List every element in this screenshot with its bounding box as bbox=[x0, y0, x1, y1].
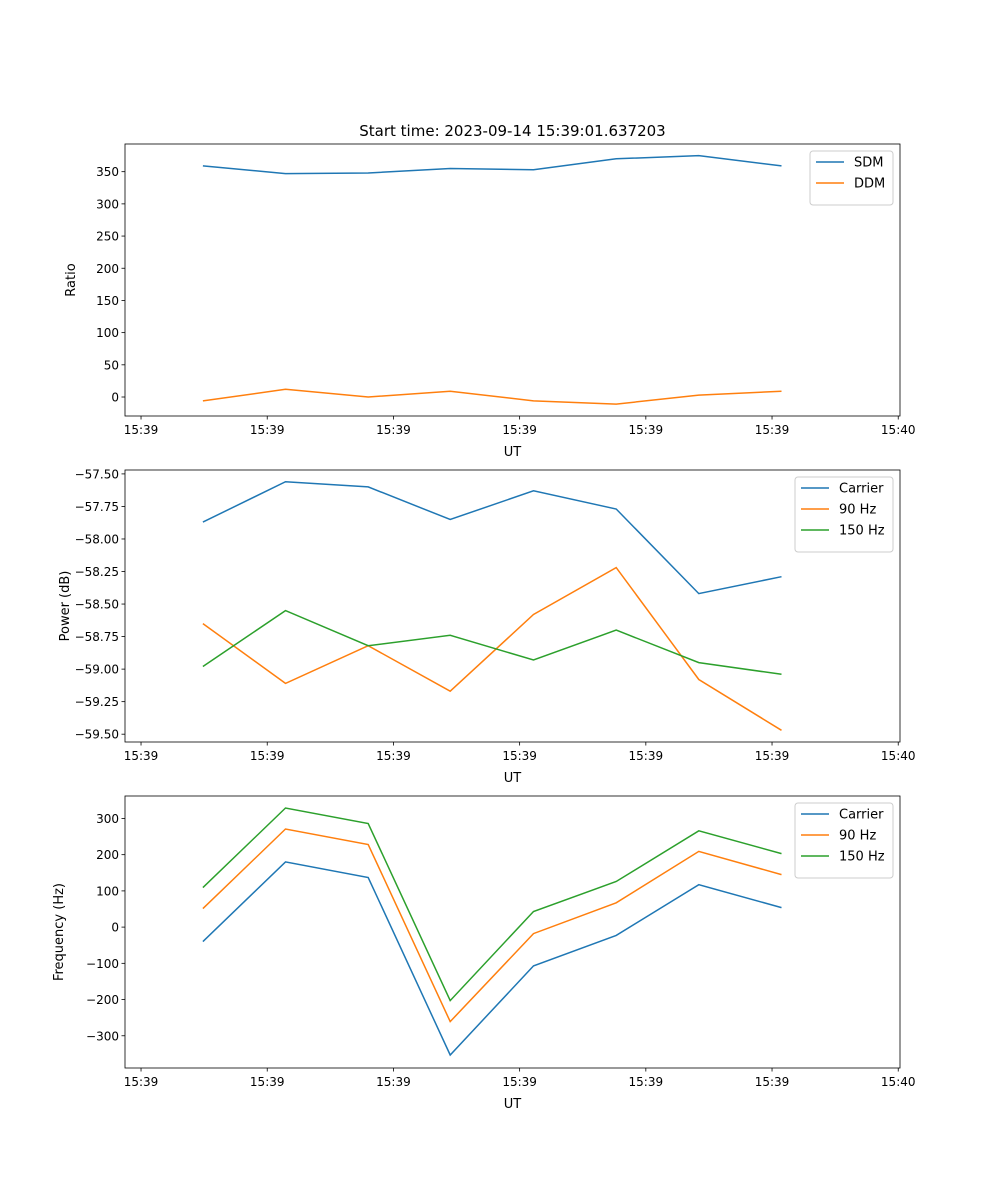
series-line-carrier bbox=[202, 480, 782, 595]
series-line-90-hz bbox=[202, 566, 782, 731]
x-tick-label: 15:39 bbox=[755, 1075, 790, 1089]
y-tick-label: 300 bbox=[96, 812, 119, 826]
chart-title: Start time: 2023-09-14 15:39:01.637203 bbox=[359, 122, 665, 140]
axes-frame bbox=[124, 469, 901, 743]
y-tick-label: −58.25 bbox=[75, 565, 119, 579]
y-tick-label: −58.75 bbox=[75, 630, 119, 644]
x-tick-label: 15:39 bbox=[250, 423, 285, 437]
legend-label: SDM bbox=[854, 156, 883, 171]
x-tick-label: 15:39 bbox=[629, 1075, 664, 1089]
x-tick-label: 15:39 bbox=[502, 1075, 537, 1089]
subplot-3: 15:39 15:39 15:39 15:39 15:39 15:39 15:40 −300 −… bbox=[52, 795, 916, 1112]
y-tick-label: 200 bbox=[96, 848, 119, 862]
y-tick-label: 250 bbox=[96, 230, 119, 244]
y-tick-label: −100 bbox=[86, 957, 119, 971]
legend-box bbox=[809, 150, 894, 206]
legend-label: 150 Hz bbox=[839, 850, 885, 865]
y-tick-label: −57.75 bbox=[75, 500, 119, 514]
series-line-ddm bbox=[202, 388, 782, 405]
x-axis-label: UT bbox=[504, 1097, 522, 1112]
x-tick-label: 15:39 bbox=[124, 749, 159, 763]
legend-label: 90 Hz bbox=[839, 829, 876, 844]
x-tick-label: 15:39 bbox=[755, 749, 790, 763]
legend-label: 90 Hz bbox=[839, 503, 876, 518]
legend: Carrier 90 Hz 150 Hz bbox=[794, 802, 894, 879]
subplot-2: 15:39 15:39 15:39 15:39 15:39 15:39 15:40 −57.5… bbox=[58, 467, 916, 786]
x-axis-label: UT bbox=[504, 445, 522, 460]
legend-box bbox=[794, 802, 894, 879]
y-tick-label: 100 bbox=[96, 326, 119, 340]
x-tick-label: 15:39 bbox=[250, 1075, 285, 1089]
legend: Carrier 90 Hz 150 Hz bbox=[794, 476, 894, 553]
y-tick-label: −59.25 bbox=[75, 695, 119, 709]
x-tick-label: 15:39 bbox=[376, 1075, 411, 1089]
legend-label: DDM bbox=[854, 177, 885, 192]
y-tick-label: 0 bbox=[111, 921, 119, 935]
legend-label: Carrier bbox=[839, 482, 884, 497]
y-tick-label: −59.50 bbox=[75, 728, 119, 742]
x-tick-label: 15:39 bbox=[502, 749, 537, 763]
axes-frame bbox=[124, 143, 901, 417]
x-tick-label: 15:40 bbox=[881, 423, 916, 437]
y-axis-label: Frequency (Hz) bbox=[52, 883, 67, 981]
x-tick-label: 15:39 bbox=[124, 1075, 159, 1089]
legend: SDM DDM bbox=[809, 150, 894, 206]
y-tick-label: 100 bbox=[96, 884, 119, 898]
y-tick-label: −300 bbox=[86, 1029, 119, 1043]
y-axis-label: Power (dB) bbox=[58, 571, 73, 642]
legend-box bbox=[794, 476, 894, 553]
y-tick-label: −58.50 bbox=[75, 598, 119, 612]
x-tick-label: 15:39 bbox=[376, 749, 411, 763]
y-tick-label: 150 bbox=[96, 294, 119, 308]
series-line-150-hz bbox=[202, 807, 782, 1002]
legend-label: Carrier bbox=[839, 808, 884, 823]
series-line-150-hz bbox=[202, 609, 782, 676]
series-line-sdm bbox=[202, 154, 782, 175]
x-tick-label: 15:39 bbox=[502, 423, 537, 437]
y-tick-label: 0 bbox=[111, 391, 119, 405]
x-tick-label: 15:39 bbox=[755, 423, 790, 437]
x-axis-label: UT bbox=[504, 771, 522, 786]
x-tick-label: 15:39 bbox=[124, 423, 159, 437]
y-tick-label: −59.00 bbox=[75, 663, 119, 677]
y-tick-label: −57.50 bbox=[75, 467, 119, 481]
x-tick-label: 15:39 bbox=[250, 749, 285, 763]
y-tick-label: −200 bbox=[86, 993, 119, 1007]
legend-label: 150 Hz bbox=[839, 524, 885, 539]
x-tick-label: 15:39 bbox=[376, 423, 411, 437]
subplot-1: 15:39 15:39 15:39 15:39 15:39 15:39 15:40 0 50 10… bbox=[64, 122, 916, 460]
x-tick-label: 15:39 bbox=[629, 423, 664, 437]
series-line-carrier bbox=[202, 861, 782, 1057]
y-tick-label: 200 bbox=[96, 262, 119, 276]
y-tick-label: 300 bbox=[96, 197, 119, 211]
y-tick-label: 350 bbox=[96, 165, 119, 179]
x-tick-label: 15:40 bbox=[881, 749, 916, 763]
y-tick-label: 50 bbox=[104, 358, 119, 372]
x-tick-label: 15:39 bbox=[629, 749, 664, 763]
y-tick-label: −58.00 bbox=[75, 532, 119, 546]
y-axis-label: Ratio bbox=[64, 263, 79, 296]
axes-frame bbox=[124, 795, 901, 1069]
x-tick-label: 15:40 bbox=[881, 1075, 916, 1089]
series-line-90-hz bbox=[202, 828, 782, 1023]
